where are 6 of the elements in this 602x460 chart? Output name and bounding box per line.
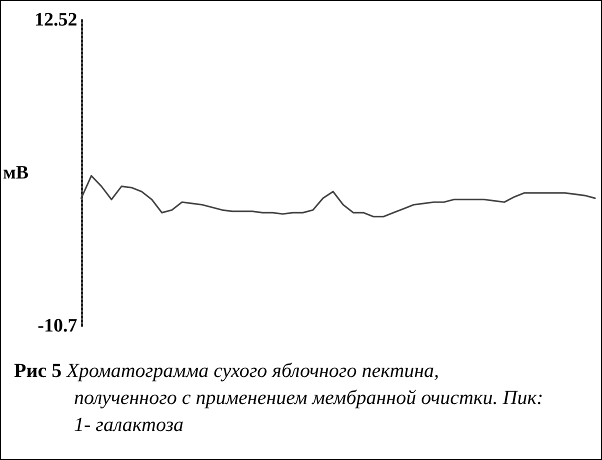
text: Хроматограмма сухого яблочного пектина, полученного с применением мембранной очистки. Пик: 1- галактоза: [66, 360, 544, 436]
y-axis-title: мВ: [2, 162, 29, 184]
text: Рис 5: [14, 360, 62, 382]
y-tick-label: 12.52: [34, 10, 78, 30]
y-tick-label: -10.7: [38, 316, 78, 336]
line-series: [80, 174, 596, 218]
